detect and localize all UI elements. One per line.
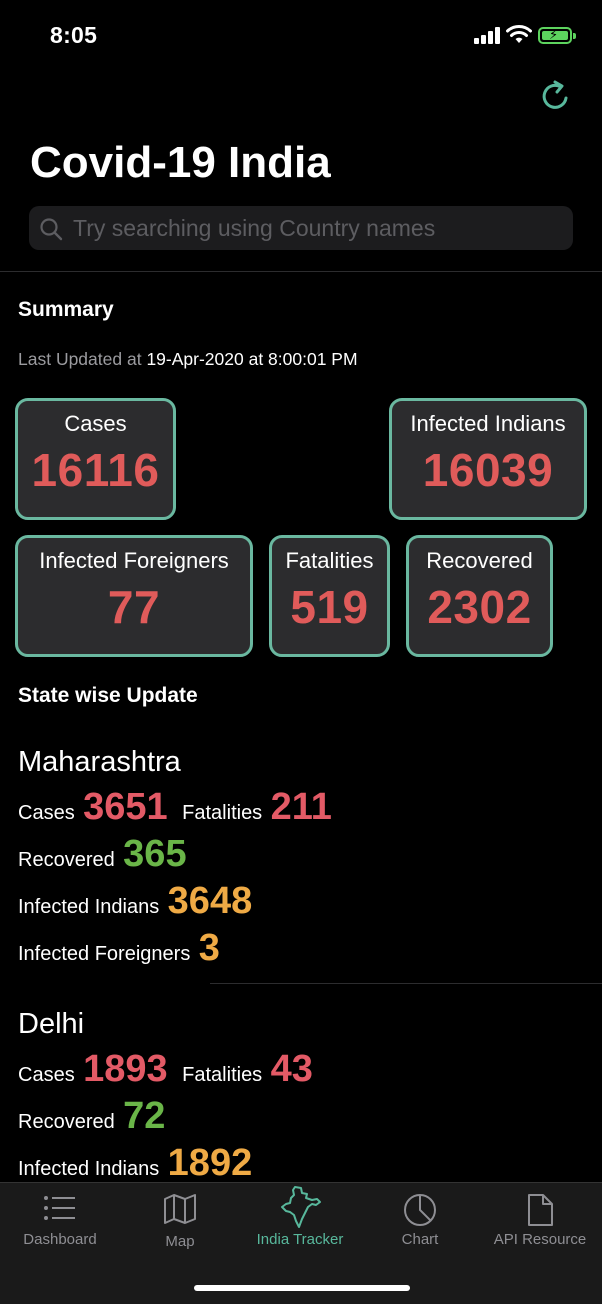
tab-label: Chart (401, 1231, 439, 1248)
battery-charging-icon: ⚡ (538, 27, 576, 44)
document-icon (528, 1194, 553, 1226)
cases-label: Cases (18, 1064, 75, 1086)
cases-label: Cases (18, 802, 75, 824)
header-divider (0, 271, 602, 272)
fatalities-value: 43 (270, 1048, 313, 1090)
fatalities-card-value: 519 (290, 581, 369, 633)
refresh-icon[interactable] (538, 78, 574, 114)
cases-card-value: 16116 (31, 444, 160, 496)
pie-chart-icon (404, 1194, 436, 1226)
state-infected-foreigners-row: Infected Foreigners 3 (18, 927, 230, 971)
fatalities-label: Fatalities (182, 1064, 263, 1086)
recovered-card-label: Recovered (426, 548, 533, 573)
recovered-label: Recovered (18, 1111, 115, 1133)
state-entry-maharashtra[interactable]: Maharashtra Cases 3651 Fatalities 211 Re… (18, 742, 588, 972)
search-bar[interactable] (29, 206, 573, 250)
infected-foreigners-card-label: Infected Foreigners (39, 548, 229, 573)
state-recovered-row: Recovered 365 (18, 833, 197, 877)
infected-indians-card: Infected Indians 16039 (389, 398, 587, 520)
tab-india-tracker[interactable]: India Tracker (240, 1186, 360, 1248)
wifi-icon (506, 25, 532, 43)
tab-label: Map (165, 1233, 195, 1250)
state-cases-row: Cases 1893 Fatalities 43 (18, 1048, 323, 1092)
recovered-value: 365 (123, 833, 187, 875)
infected-indians-card-label: Infected Indians (410, 411, 566, 436)
tab-chart[interactable]: Chart (360, 1193, 480, 1248)
last-updated-value: 19-Apr-2020 at 8:00:01 PM (146, 349, 358, 369)
tab-bar: Dashboard Map India Tracker Chart API Re… (0, 1182, 602, 1304)
status-time: 8:05 (50, 22, 98, 48)
tab-label: API Resource (493, 1231, 587, 1248)
infected-foreigners-label: Infected Foreigners (18, 943, 191, 965)
state-divider (210, 983, 602, 984)
summary-heading: Summary (18, 298, 114, 321)
cases-value: 3651 (83, 786, 168, 828)
cases-card: Cases 16116 (15, 398, 176, 520)
state-entry-delhi[interactable]: Delhi Cases 1893 Fatalities 43 Recovered… (18, 1004, 588, 1182)
state-name: Maharashtra (18, 746, 181, 778)
recovered-card: Recovered 2302 (406, 535, 553, 657)
state-recovered-row: Recovered 72 (18, 1095, 175, 1139)
fatalities-label: Fatalities (182, 802, 263, 824)
infected-indians-value: 3648 (167, 880, 253, 922)
tab-api-resource[interactable]: API Resource (480, 1193, 600, 1248)
infected-indians-card-value: 16039 (422, 444, 554, 496)
infected-indians-label: Infected Indians (18, 896, 160, 918)
infected-indians-value: 1892 (167, 1142, 253, 1182)
recovered-value: 72 (123, 1095, 166, 1137)
tab-map[interactable]: Map (120, 1193, 240, 1250)
tab-label: India Tracker (256, 1231, 344, 1248)
recovered-card-value: 2302 (427, 581, 532, 633)
status-bar: 8:05 ⚡ (0, 0, 602, 70)
infected-foreigners-value: 3 (198, 927, 220, 969)
home-indicator[interactable] (194, 1285, 410, 1291)
search-icon (40, 218, 63, 241)
last-updated: Last Updated at 19-Apr-2020 at 8:00:01 P… (18, 349, 358, 370)
cases-value: 1893 (83, 1048, 168, 1090)
page-title: Covid-19 India (30, 138, 331, 187)
state-infected-indians-row: Infected Indians 3648 (18, 880, 262, 924)
state-infected-indians-row: Infected Indians 1892 (18, 1142, 262, 1182)
recovered-label: Recovered (18, 849, 115, 871)
last-updated-label: Last Updated at (18, 349, 142, 369)
fatalities-value: 211 (270, 786, 332, 828)
india-map-icon (281, 1186, 321, 1228)
list-icon (44, 1196, 75, 1220)
state-cases-row: Cases 3651 Fatalities 211 (18, 786, 342, 830)
statewise-heading: State wise Update (18, 684, 198, 707)
map-icon (164, 1194, 196, 1224)
cases-card-label: Cases (64, 411, 127, 436)
cellular-signal-icon (474, 26, 500, 44)
tab-label: Dashboard (23, 1231, 97, 1248)
infected-foreigners-card-value: 77 (107, 581, 161, 633)
infected-indians-label: Infected Indians (18, 1158, 160, 1180)
search-input[interactable] (73, 206, 563, 250)
fatalities-card: Fatalities 519 (269, 535, 390, 657)
infected-foreigners-card: Infected Foreigners 77 (15, 535, 253, 657)
state-name: Delhi (18, 1008, 85, 1040)
fatalities-card-label: Fatalities (285, 548, 374, 573)
tab-dashboard[interactable]: Dashboard (0, 1193, 120, 1248)
